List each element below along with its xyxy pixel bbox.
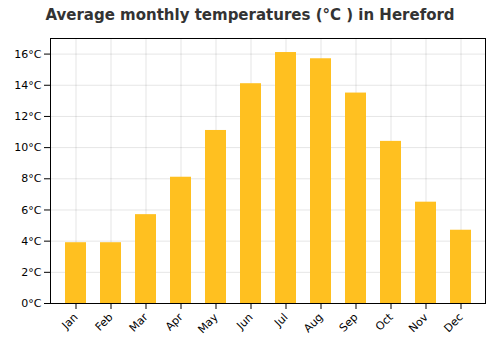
svg-text:Feb: Feb: [93, 311, 116, 334]
svg-text:Sep: Sep: [337, 311, 361, 335]
svg-text:Apr: Apr: [163, 310, 186, 333]
svg-text:8°C: 8°C: [21, 172, 41, 185]
svg-text:14°C: 14°C: [14, 79, 41, 92]
svg-text:Jul: Jul: [271, 311, 290, 330]
svg-text:6°C: 6°C: [21, 203, 41, 216]
svg-text:Jun: Jun: [234, 311, 256, 333]
svg-text:May: May: [195, 310, 221, 336]
svg-text:Oct: Oct: [373, 310, 396, 333]
svg-text:12°C: 12°C: [14, 110, 41, 123]
svg-text:10°C: 10°C: [14, 141, 41, 154]
svg-text:4°C: 4°C: [21, 235, 41, 248]
svg-text:Jan: Jan: [59, 311, 81, 333]
svg-text:Aug: Aug: [301, 311, 325, 335]
html-text:Average monthly temperatures (: Average monthly temperatures (°C ) in He…: [45, 6, 455, 24]
svg-text:Mar: Mar: [127, 310, 151, 334]
svg-text:0°C: 0°C: [21, 297, 41, 310]
svg-text:2°C: 2°C: [21, 266, 41, 279]
svg-text:16°C: 16°C: [14, 48, 41, 61]
svg-text:Nov: Nov: [406, 310, 431, 335]
svg-text:Dec: Dec: [441, 311, 465, 335]
